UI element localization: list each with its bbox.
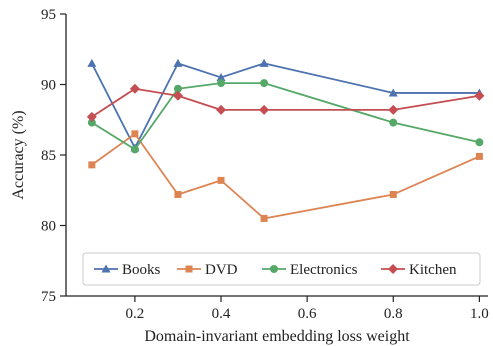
legend-label-electronics: Electronics bbox=[290, 262, 358, 278]
data-point-electronics bbox=[260, 79, 269, 88]
chart-axes: 75 80 85 90 95 0.2 0.4 0.6 0.8 1.0 bbox=[41, 7, 489, 322]
data-point-dvd bbox=[131, 130, 139, 138]
data-point-electronics bbox=[130, 145, 139, 154]
legend-item-dvd: DVD bbox=[177, 262, 238, 278]
legend-marker-books bbox=[101, 264, 111, 273]
y-tick-label: 95 bbox=[41, 7, 56, 23]
data-point-books bbox=[87, 58, 97, 67]
series-electronics bbox=[87, 79, 484, 154]
legend-label-books: Books bbox=[122, 262, 161, 278]
data-point-books bbox=[259, 58, 269, 67]
x-tick-label: 0.4 bbox=[212, 306, 231, 322]
series-layer bbox=[86, 58, 485, 222]
legend-marker-kitchen bbox=[388, 264, 398, 274]
legend-item-kitchen: Kitchen bbox=[381, 262, 457, 278]
data-point-kitchen bbox=[172, 90, 183, 101]
x-axis-label: Domain-invariant embedding loss weight bbox=[144, 328, 410, 345]
series-dvd bbox=[88, 130, 483, 222]
data-point-kitchen bbox=[474, 90, 485, 101]
data-point-books bbox=[388, 88, 398, 97]
data-point-electronics bbox=[173, 84, 182, 93]
x-tick-label: 0.6 bbox=[298, 306, 317, 322]
legend-marker-electronics bbox=[270, 265, 278, 273]
data-point-electronics bbox=[217, 79, 226, 88]
y-tick-label: 80 bbox=[41, 219, 56, 235]
data-point-dvd bbox=[174, 190, 182, 198]
legend-item-electronics: Electronics bbox=[262, 262, 358, 278]
data-point-electronics bbox=[87, 118, 96, 127]
data-point-kitchen bbox=[86, 111, 97, 122]
legend-label-kitchen: Kitchen bbox=[409, 262, 457, 278]
data-point-dvd bbox=[217, 176, 225, 184]
legend-label-dvd: DVD bbox=[205, 262, 238, 278]
data-point-books bbox=[173, 58, 183, 67]
data-point-kitchen bbox=[388, 104, 399, 115]
x-tick-label: 1.0 bbox=[470, 306, 489, 322]
series-kitchen bbox=[86, 83, 485, 122]
series-line-dvd bbox=[91, 132, 480, 220]
y-tick-label: 75 bbox=[41, 289, 56, 305]
legend-marker-dvd bbox=[185, 265, 193, 273]
data-point-dvd bbox=[389, 190, 397, 198]
y-tick-label: 85 bbox=[41, 148, 56, 164]
legend-item-books: Books bbox=[94, 262, 161, 278]
legend: Books DVD Electronics Kitchen bbox=[82, 252, 481, 286]
data-point-dvd bbox=[260, 214, 268, 222]
data-point-books bbox=[216, 72, 226, 81]
data-point-dvd bbox=[475, 152, 483, 160]
data-point-kitchen bbox=[129, 83, 140, 94]
data-point-dvd bbox=[88, 161, 96, 169]
x-tick-label: 0.2 bbox=[126, 306, 145, 322]
data-point-electronics bbox=[475, 138, 484, 147]
y-axis-label: Accuracy (%) bbox=[10, 110, 27, 199]
data-point-kitchen bbox=[216, 104, 227, 115]
data-point-kitchen bbox=[259, 104, 270, 115]
data-point-electronics bbox=[389, 118, 398, 127]
x-tick-label: 0.8 bbox=[384, 306, 403, 322]
y-tick-label: 90 bbox=[41, 78, 56, 94]
